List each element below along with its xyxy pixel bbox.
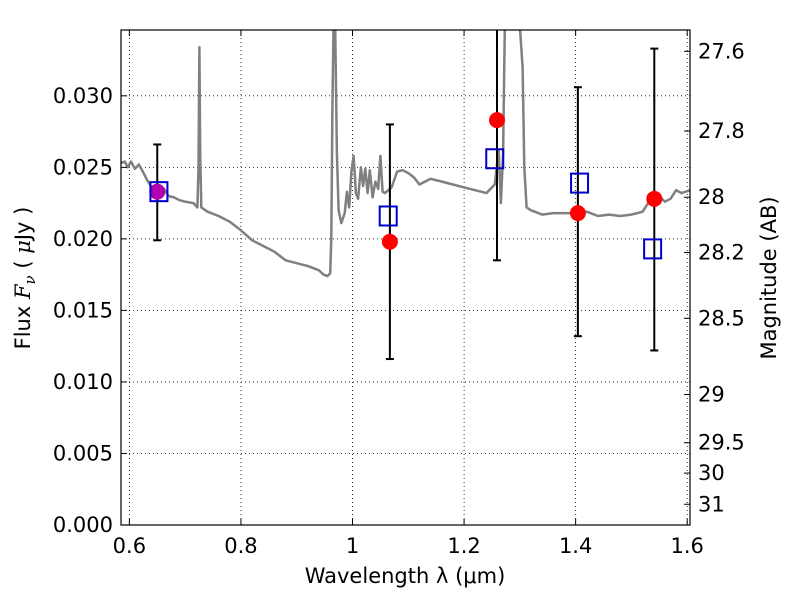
y2-tick-label: 29 xyxy=(698,383,725,407)
y-axis-label-units-mu: μ xyxy=(11,240,35,254)
y-tick-label: 0.025 xyxy=(53,155,113,179)
x-tick-label: 1 xyxy=(346,534,359,558)
x-axis-label: Wavelength λ (μm) xyxy=(305,564,506,588)
x-tick-label: 0.6 xyxy=(113,534,146,558)
y2-tick-label: 28.5 xyxy=(698,306,745,330)
model-point xyxy=(485,148,505,170)
model-point xyxy=(378,205,398,227)
y2-tick-label: 31 xyxy=(698,492,725,516)
y2-axis-label: Magnitude (AB) xyxy=(757,196,781,359)
x-tick-label: 1.6 xyxy=(671,534,704,558)
model-points xyxy=(149,148,663,260)
y-axis-label-prefix: Flux xyxy=(11,299,35,349)
observed-point xyxy=(646,190,663,207)
observed-points xyxy=(149,112,663,250)
model-point xyxy=(643,238,663,260)
y-axis-label-symbol: F xyxy=(11,283,35,300)
y-tick-label: 0.000 xyxy=(53,513,113,537)
observed-point xyxy=(488,112,505,129)
spectrum-layer xyxy=(121,30,690,278)
y2-tick-label: 27.8 xyxy=(698,119,745,143)
y2-tick-label: 30 xyxy=(698,461,725,485)
x-tick-label: 1.2 xyxy=(447,534,480,558)
model-point xyxy=(149,181,169,203)
y2-tick-label: 29.5 xyxy=(698,431,745,455)
y-tick-label: 0.030 xyxy=(53,84,113,108)
observed-point xyxy=(149,183,166,200)
y-axis-label-units-rest: Jy ) xyxy=(11,207,35,243)
spectrum-line xyxy=(121,30,690,278)
plot-background xyxy=(121,30,690,525)
y2-tick-label: 28 xyxy=(698,185,725,209)
y-axis-label-units-open: ( xyxy=(11,254,35,276)
y-tick-label: 0.005 xyxy=(53,441,113,465)
y-tick-label: 0.010 xyxy=(53,370,113,394)
y-axis-label: Flux Fν ( μJy ) xyxy=(11,207,39,350)
y2-tick-label: 28.2 xyxy=(698,240,745,264)
observed-point xyxy=(569,205,586,222)
x-tick-label: 0.8 xyxy=(224,534,257,558)
observed-point xyxy=(381,233,398,250)
y-tick-label: 0.015 xyxy=(53,298,113,322)
y2-tick-label: 27.6 xyxy=(698,39,745,63)
y-axis-label-subscript: ν xyxy=(21,275,39,284)
y-tick-label: 0.020 xyxy=(53,227,113,251)
model-point xyxy=(570,172,590,194)
plot-frame xyxy=(120,29,691,526)
axis-ticks: 0.6 0.8 1 1.2 1.4 1.6 0.000 0.005 0.010 0.015 0.02… xyxy=(53,30,745,558)
x-tick-label: 1.4 xyxy=(559,534,592,558)
